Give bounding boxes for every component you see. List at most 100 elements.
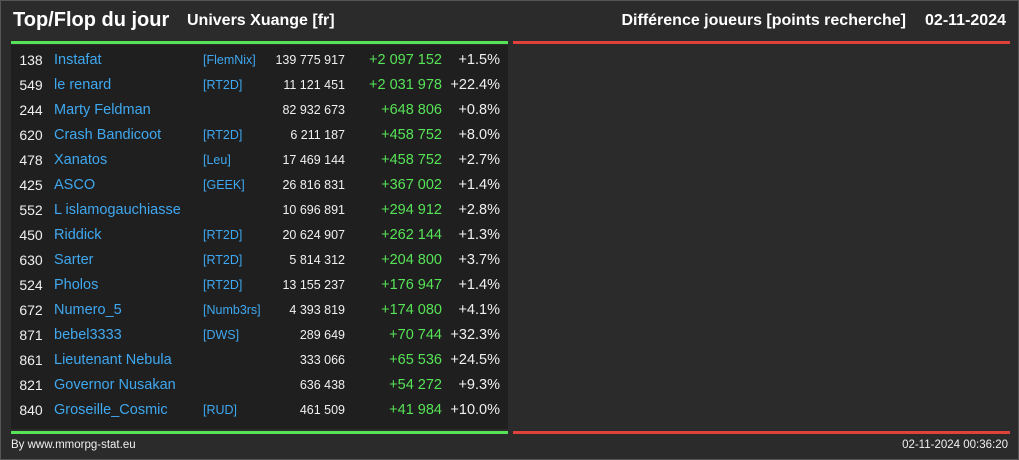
rank-value: 672	[19, 302, 43, 318]
percent-value: +24.5%	[450, 352, 500, 368]
rank-value: 244	[19, 102, 43, 118]
diff-value: +41 984	[389, 402, 442, 418]
alliance-link[interactable]: [RT2D]	[203, 278, 243, 292]
top-divider-green	[11, 41, 508, 44]
points-value: 333 066	[299, 353, 345, 367]
player-link[interactable]: Lieutenant Nebula	[54, 352, 172, 368]
diff-value: +70 744	[389, 327, 442, 343]
percent-value: +4.1%	[458, 302, 500, 318]
alliance-link[interactable]: [Leu]	[203, 153, 231, 167]
percent-value: +22.4%	[450, 77, 500, 93]
bottom-divider-red	[513, 431, 1010, 434]
diff-value: +54 272	[389, 377, 442, 393]
alliance-link[interactable]: [DWS]	[203, 328, 240, 342]
points-value: 6 211 187	[290, 128, 345, 142]
table-row: 871 bebel3333 [DWS] 289 649 +70 744 +32.3%	[11, 323, 508, 348]
points-value: 289 649	[299, 328, 345, 342]
diff-value: +458 752	[381, 152, 442, 168]
percent-value: +1.5%	[458, 52, 500, 68]
percent-value: +1.3%	[458, 227, 500, 243]
table-row: 620 Crash Bandicoot [RT2D] 6 211 187 +458 75…	[11, 123, 508, 148]
percent-value: +2.8%	[458, 202, 500, 218]
table-row: 630 Sarter [RT2D] 5 814 312 +204 800 +3.7%	[11, 248, 508, 273]
player-link[interactable]: L islamogauchiasse	[54, 202, 181, 218]
credit-link[interactable]: By www.mmorpg-stat.eu	[11, 439, 136, 451]
rank-value: 549	[19, 77, 43, 93]
table-row: 821 Governor Nusakan 636 438 +54 272 +9.3%	[11, 373, 508, 398]
points-value: 139 775 917	[275, 53, 345, 67]
alliance-link[interactable]: [Numb3rs]	[203, 303, 261, 317]
alliance-link[interactable]: [RT2D]	[203, 228, 243, 242]
diff-value: +458 752	[381, 127, 442, 143]
points-value: 10 696 891	[282, 203, 345, 217]
table-row: 450 Riddick [RT2D] 20 624 907 +262 144 +1.3%	[11, 223, 508, 248]
rank-value: 871	[19, 327, 43, 343]
player-link[interactable]: ASCO	[54, 177, 96, 193]
alliance-link[interactable]: [GEEK]	[203, 178, 245, 192]
percent-value: +1.4%	[458, 177, 500, 193]
percent-value: +3.7%	[458, 252, 500, 268]
header-date: 02-11-2024	[925, 12, 1006, 29]
alliance-link[interactable]: [RT2D]	[203, 128, 243, 142]
player-link[interactable]: Sarter	[54, 252, 94, 268]
alliance-link[interactable]: [RUD]	[203, 403, 238, 417]
points-value: 13 155 237	[282, 278, 345, 292]
table-row: 244 Marty Feldman 82 932 673 +648 806 +0.8%	[11, 98, 508, 123]
diff-value: +174 080	[381, 302, 442, 318]
page-title: Top/Flop du jour	[13, 9, 170, 31]
rank-value: 861	[19, 352, 43, 368]
points-value: 461 509	[299, 403, 345, 417]
table-row: 672 Numero_5 [Numb3rs] 4 393 819 +174 080 +4.…	[11, 298, 508, 323]
player-link[interactable]: Pholos	[54, 277, 99, 293]
diff-value: +262 144	[381, 227, 442, 243]
table-row: 524 Pholos [RT2D] 13 155 237 +176 947 +1.4%	[11, 273, 508, 298]
table-row: 549 le renard [RT2D] 11 121 451 +2 031 978 +2…	[11, 73, 508, 98]
table-row: 840 Groseille_Cosmic [RUD] 461 509 +41 984 +1…	[11, 398, 508, 423]
points-value: 26 816 831	[282, 178, 345, 192]
metric-label: Différence joueurs [points recherche]	[621, 12, 906, 29]
diff-value: +2 097 152	[369, 52, 442, 68]
points-value: 11 121 451	[283, 78, 345, 92]
player-link[interactable]: Groseille_Cosmic	[54, 402, 168, 418]
points-value: 17 469 144	[282, 153, 345, 167]
percent-value: +9.3%	[458, 377, 500, 393]
diff-value: +367 002	[381, 177, 442, 193]
rank-value: 630	[19, 252, 43, 268]
rank-value: 138	[19, 52, 43, 68]
universe-label: Univers Xuange [fr]	[187, 12, 335, 29]
percent-value: +2.7%	[458, 152, 500, 168]
rank-value: 425	[19, 177, 43, 193]
player-link[interactable]: Xanatos	[54, 152, 108, 168]
points-value: 636 438	[299, 378, 345, 392]
rank-value: 620	[19, 127, 43, 143]
player-link[interactable]: le renard	[54, 77, 112, 93]
player-link[interactable]: Instafat	[54, 52, 102, 68]
percent-value: +10.0%	[450, 402, 500, 418]
top-losers-panel	[513, 45, 1010, 429]
rank-value: 552	[19, 202, 43, 218]
player-link[interactable]: Crash Bandicoot	[54, 127, 162, 143]
alliance-link[interactable]: [RT2D]	[203, 253, 243, 267]
points-value: 82 932 673	[282, 103, 345, 117]
table-row: 478 Xanatos [Leu] 17 469 144 +458 752 +2.7%	[11, 148, 508, 173]
rank-value: 840	[19, 402, 43, 418]
percent-value: +0.8%	[458, 102, 500, 118]
player-link[interactable]: Numero_5	[54, 302, 122, 318]
bottom-divider-green	[11, 431, 508, 434]
points-value: 4 393 819	[289, 303, 345, 317]
top-gainers-panel: 138 Instafat [FlemNix] 139 775 917 +2 097 15…	[11, 45, 508, 429]
rank-value: 821	[19, 377, 43, 393]
table-row: 861 Lieutenant Nebula 333 066 +65 536 +24.5%	[11, 348, 508, 373]
player-link[interactable]: Riddick	[54, 227, 102, 243]
points-value: 5 814 312	[289, 253, 345, 267]
player-link[interactable]: bebel3333	[54, 327, 122, 343]
diff-value: +648 806	[381, 102, 442, 118]
alliance-link[interactable]: [FlemNix]	[203, 53, 256, 67]
player-link[interactable]: Marty Feldman	[54, 102, 151, 118]
top-divider-red	[513, 41, 1010, 44]
player-link[interactable]: Governor Nusakan	[54, 377, 176, 393]
rank-value: 478	[19, 152, 43, 168]
rank-value: 524	[19, 277, 43, 293]
percent-value: +1.4%	[458, 277, 500, 293]
alliance-link[interactable]: [RT2D]	[203, 78, 243, 92]
